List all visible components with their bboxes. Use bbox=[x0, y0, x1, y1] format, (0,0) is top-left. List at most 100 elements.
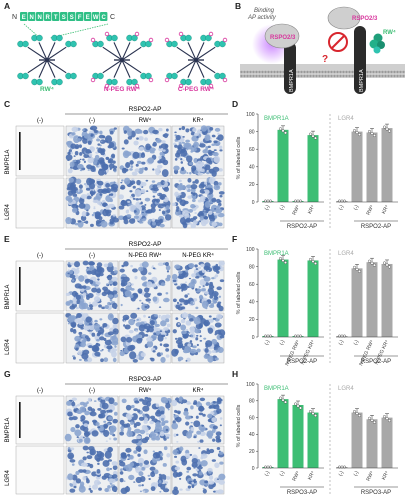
x-tick-label: (-) bbox=[353, 204, 361, 211]
panel-b-schematic: Binding AP activity BMPR1A RSPO2/3 BMPR1… bbox=[240, 6, 405, 94]
data-point bbox=[385, 127, 389, 131]
micrograph-r1-c0 bbox=[15, 395, 65, 445]
panel-h-chart: % of labeled cells 0 20 40 60 80 100 BMPR1A (-) (… bbox=[236, 382, 398, 496]
data-point bbox=[352, 410, 356, 414]
micrograph-r2-c1 bbox=[65, 445, 119, 495]
group-footer-1: RSPO2-AP bbox=[361, 359, 391, 365]
panel-e-micrographs: RSPO2-AP (-) (-) N-PEG RW⁴ N-PEG KR⁴ BMP… bbox=[5, 241, 228, 364]
c-row-2: LGR4 bbox=[5, 204, 11, 220]
y-tick-label: 60 bbox=[249, 147, 255, 153]
residue-5: S bbox=[60, 12, 68, 21]
y-tick-label: 20 bbox=[249, 182, 255, 188]
micrograph-r1-c3 bbox=[171, 125, 225, 177]
c-col-2: RW⁴ bbox=[139, 117, 152, 124]
residue-letter: R bbox=[46, 15, 51, 21]
bar-1-1 bbox=[351, 131, 363, 202]
x-tick-label: (-) bbox=[353, 339, 361, 346]
bar-1-3 bbox=[381, 417, 393, 468]
x-tick-label: (-) bbox=[264, 470, 272, 477]
c-neg-col: (-) bbox=[37, 118, 43, 124]
molecule-npeg bbox=[90, 31, 154, 89]
question-mark: ? bbox=[322, 54, 328, 65]
x-tick-label: (-) bbox=[338, 204, 346, 211]
y-tick-label: 0 bbox=[252, 200, 255, 206]
y-tick-label: 40 bbox=[249, 432, 255, 438]
x-tick-label: (-) bbox=[353, 470, 361, 477]
residue-6: S bbox=[68, 12, 76, 21]
x-tick-label: (-) bbox=[279, 204, 287, 211]
data-point bbox=[296, 404, 300, 408]
micrograph-r1-c2 bbox=[118, 395, 172, 447]
micrograph-r1-c0 bbox=[15, 125, 65, 177]
data-point bbox=[372, 420, 376, 424]
data-point bbox=[367, 259, 371, 263]
micrograph-r2-c0 bbox=[15, 445, 65, 495]
micrograph-r1-c0 bbox=[15, 260, 65, 312]
micrograph-r1-c1 bbox=[65, 125, 119, 177]
data-point bbox=[279, 396, 283, 400]
data-point bbox=[281, 129, 285, 133]
x-tick-label: KR⁴ bbox=[307, 204, 316, 215]
bar-0-1 bbox=[277, 399, 289, 468]
caption-rw4: RW⁴ bbox=[40, 86, 54, 93]
data-point bbox=[355, 267, 359, 271]
rw4-label-b: RW⁴ bbox=[383, 30, 396, 36]
data-point bbox=[352, 265, 356, 269]
x-tick-label: (-) bbox=[338, 339, 346, 346]
residue-letter: N bbox=[38, 15, 42, 21]
data-point bbox=[382, 261, 386, 265]
panel-g-micrographs: RSPO3-AP (-) (-) RW⁴ KR⁴ BMPR1A LGR4 bbox=[5, 376, 228, 495]
bar-0-3 bbox=[307, 412, 319, 468]
residue-10: C bbox=[100, 12, 108, 21]
group-footer-1: RSPO2-AP bbox=[361, 224, 391, 230]
g-top-header: RSPO3-AP bbox=[129, 376, 162, 383]
x-tick-label: KR⁴ bbox=[307, 470, 316, 481]
rspo-label-2: RSPO2/3 bbox=[352, 16, 378, 22]
bar-1-3 bbox=[381, 128, 393, 202]
micrograph-r2-c3 bbox=[171, 176, 225, 229]
bar-1-2 bbox=[366, 419, 378, 468]
micrograph-r2-c3 bbox=[171, 312, 226, 364]
group-label-1: LGR4 bbox=[338, 386, 354, 392]
y-tick-label: 0 bbox=[252, 335, 255, 341]
y-tick-label: 60 bbox=[249, 282, 255, 288]
x-tick-label: KR⁴ bbox=[381, 204, 390, 215]
g-row-1: BMPR1A bbox=[5, 418, 11, 443]
data-point bbox=[311, 134, 315, 138]
micrograph-r1-c3 bbox=[171, 395, 225, 445]
g-col-3: KR⁴ bbox=[193, 387, 204, 394]
residue-letter: C bbox=[102, 15, 107, 21]
data-point bbox=[370, 418, 374, 422]
micrograph-r1-c1 bbox=[64, 395, 119, 445]
micrograph-r1-c3 bbox=[171, 260, 225, 312]
rw4-molecule-b bbox=[369, 33, 385, 54]
panel-f-chart: % of labeled cells 0 20 40 60 80 100 BMPR1A (-) (… bbox=[236, 247, 398, 367]
residue-9: W bbox=[92, 12, 100, 21]
micrograph-r1-c2 bbox=[118, 260, 172, 312]
receptor-label-1: BMPR1A bbox=[289, 69, 295, 92]
data-point bbox=[385, 417, 389, 421]
y-tick-label: 20 bbox=[249, 317, 255, 323]
residue-1: N bbox=[28, 12, 36, 21]
x-tick-label: RW⁴ bbox=[365, 204, 375, 216]
data-point bbox=[308, 132, 312, 136]
data-point bbox=[284, 261, 288, 265]
micrograph-r2-c2 bbox=[118, 177, 172, 229]
molecule-cpeg bbox=[164, 31, 228, 89]
residue-letter: S bbox=[70, 15, 74, 21]
g-col-1: (-) bbox=[89, 388, 95, 394]
x-tick-label: RW⁴ bbox=[365, 470, 375, 482]
micrograph-r2-c0 bbox=[15, 177, 65, 229]
bar-0-1 bbox=[277, 259, 289, 337]
x-tick-label: RW⁴ bbox=[291, 470, 301, 482]
data-point bbox=[298, 406, 302, 410]
c-col-3: KR⁴ bbox=[193, 117, 204, 124]
y-tick-label: 60 bbox=[249, 415, 255, 421]
residue-3: R bbox=[44, 12, 52, 21]
binding-label-line2: AP activity bbox=[247, 15, 277, 21]
data-point bbox=[372, 263, 376, 267]
e-row-1: BMPR1A bbox=[5, 285, 11, 310]
group-label-0: BMPR1A bbox=[264, 386, 289, 392]
c-top-header: RSPO2-AP bbox=[129, 106, 162, 113]
group-footer-0: RSPO2-AP bbox=[287, 359, 317, 365]
